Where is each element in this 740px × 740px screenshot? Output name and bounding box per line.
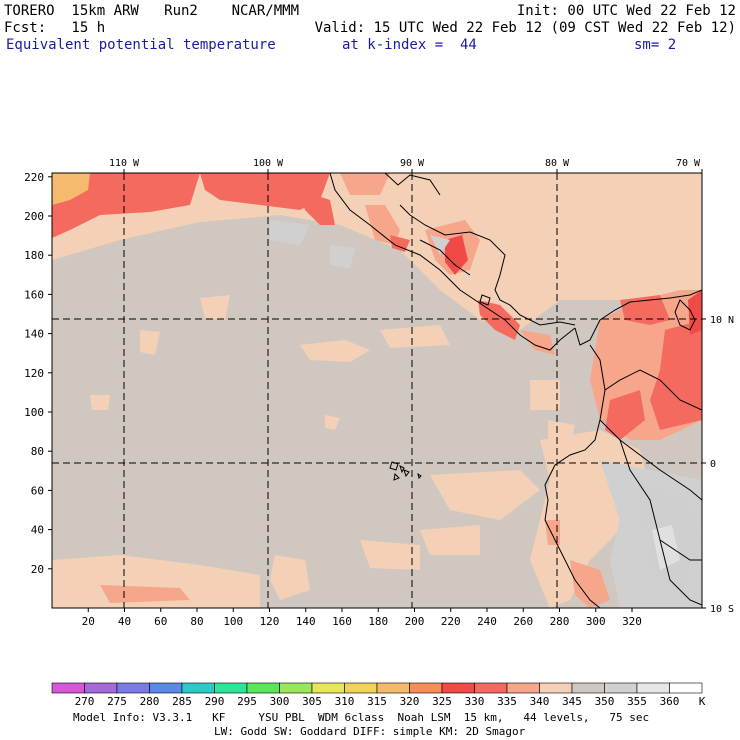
y-tick-label: 140 bbox=[24, 328, 44, 341]
level-info: at k-index = 44 bbox=[342, 37, 477, 53]
y-tick-label: 40 bbox=[31, 524, 44, 537]
x-tick-label: 120 bbox=[260, 615, 280, 628]
colorbar-swatch bbox=[636, 682, 670, 694]
colorbar-swatch bbox=[344, 682, 378, 694]
y-tick-label: 100 bbox=[24, 406, 44, 419]
x-tick-label: 100 bbox=[223, 615, 243, 628]
x-tick-label: 60 bbox=[154, 615, 167, 628]
y-tick-label: 220 bbox=[24, 171, 44, 184]
longitude-label: 100 W bbox=[253, 158, 284, 169]
x-tick-label: 200 bbox=[405, 615, 425, 628]
colorbar-label: 270 bbox=[75, 695, 95, 708]
forecast-hour: Fcst: 15 h bbox=[4, 20, 106, 36]
y-tick-label: 160 bbox=[24, 288, 44, 301]
colorbar: 270 275 280 285 290 295 300 305 310 315 320 325 330 3… bbox=[51, 682, 706, 708]
longitude-label: 80 W bbox=[545, 158, 570, 169]
colorbar-label: 350 bbox=[595, 695, 615, 708]
colorbar-swatch bbox=[149, 682, 183, 694]
x-tick-label: 280 bbox=[550, 615, 570, 628]
colorbar-label: 275 bbox=[107, 695, 127, 708]
colorbar-swatch bbox=[604, 682, 638, 694]
physics-info: LW: Godd SW: Goddard DIFF: simple KM: 2D… bbox=[214, 725, 526, 738]
colorbar-swatch bbox=[571, 682, 605, 694]
x-tick-label: 80 bbox=[190, 615, 203, 628]
latitude-label: 10 S bbox=[710, 604, 734, 615]
valid-time: Valid: 15 UTC Wed 22 Feb 12 (09 CST Wed … bbox=[314, 20, 736, 36]
colorbar-swatch bbox=[474, 682, 508, 694]
colorbar-label: 340 bbox=[530, 695, 550, 708]
colorbar-label: 345 bbox=[562, 695, 582, 708]
x-tick-label: 260 bbox=[513, 615, 533, 628]
colorbar-swatch bbox=[214, 682, 248, 694]
graticule bbox=[52, 173, 702, 608]
colorbar-label: 330 bbox=[465, 695, 485, 708]
colorbar-swatch bbox=[51, 682, 85, 694]
smoothing-info: sm= 2 bbox=[634, 37, 677, 53]
x-tick-label: 220 bbox=[441, 615, 461, 628]
colorbar-label: 335 bbox=[497, 695, 517, 708]
colorbar-label: 290 bbox=[205, 695, 225, 708]
galapagos-islands bbox=[389, 461, 422, 481]
y-tick-label: 20 bbox=[31, 563, 44, 576]
y-tick-label: 60 bbox=[31, 484, 44, 497]
colorbar-unit: K bbox=[699, 695, 706, 708]
x-tick-label: 320 bbox=[622, 615, 642, 628]
map-frame bbox=[51, 172, 703, 609]
model-info: Model Info: V3.3.1 KF YSU PBL WDM 6class… bbox=[73, 711, 650, 724]
y-tick-label: 80 bbox=[31, 445, 44, 458]
colorbar-swatch bbox=[376, 682, 410, 694]
latitude-labels: 10 N 0 10 S bbox=[702, 315, 734, 615]
x-tick-label: 20 bbox=[82, 615, 95, 628]
colorbar-swatch bbox=[441, 682, 475, 694]
colorbar-label: 295 bbox=[237, 695, 257, 708]
colorbar-label: 280 bbox=[140, 695, 160, 708]
x-tick-label: 160 bbox=[332, 615, 352, 628]
model-title: TORERO 15km ARW Run2 NCAR/MMM bbox=[4, 3, 300, 19]
colorbar-swatch bbox=[409, 682, 443, 694]
colorbar-swatch bbox=[669, 682, 703, 694]
y-tick-label: 120 bbox=[24, 367, 44, 380]
colorbar-swatch bbox=[116, 682, 150, 694]
latitude-label: 0 bbox=[710, 459, 716, 470]
longitude-labels: 110 W 100 W 90 W 80 W 70 W bbox=[109, 158, 703, 173]
colorbar-swatch bbox=[181, 682, 215, 694]
longitude-label: 70 W bbox=[676, 158, 701, 169]
longitude-label: 110 W bbox=[109, 158, 140, 169]
colorbar-swatch bbox=[311, 682, 345, 694]
colorbar-label: 320 bbox=[400, 695, 420, 708]
x-axis: 20 40 60 80 100 120 140 160 180 200 220 240 260 280 30… bbox=[82, 608, 642, 628]
init-time: Init: 00 UTC Wed 22 Feb 12 bbox=[516, 3, 736, 19]
x-tick-label: 300 bbox=[586, 615, 606, 628]
field-name: Equivalent potential temperature bbox=[6, 37, 276, 53]
colorbar-label: 360 bbox=[660, 695, 680, 708]
latitude-label: 10 N bbox=[710, 315, 734, 326]
colorbar-swatch bbox=[84, 682, 118, 694]
colorbar-label: 325 bbox=[432, 695, 452, 708]
colorbar-label: 305 bbox=[302, 695, 322, 708]
x-tick-label: 240 bbox=[477, 615, 497, 628]
colorbar-swatch bbox=[539, 682, 573, 694]
longitude-label: 90 W bbox=[400, 158, 425, 169]
colorbar-swatch bbox=[246, 682, 280, 694]
colorbar-swatch bbox=[279, 682, 313, 694]
colorbar-label: 285 bbox=[172, 695, 192, 708]
colorbar-label: 300 bbox=[270, 695, 290, 708]
y-tick-label: 200 bbox=[24, 210, 44, 223]
y-axis: 20 40 60 80 100 120 140 160 180 200 220 bbox=[24, 171, 52, 576]
y-tick-label: 180 bbox=[24, 249, 44, 262]
colorbar-label: 355 bbox=[627, 695, 647, 708]
colorbar-label: 310 bbox=[335, 695, 355, 708]
x-tick-label: 180 bbox=[368, 615, 388, 628]
colorbar-swatch bbox=[506, 682, 540, 694]
colorbar-label: 315 bbox=[367, 695, 387, 708]
x-tick-label: 140 bbox=[296, 615, 316, 628]
x-tick-label: 40 bbox=[118, 615, 131, 628]
theta-e-field bbox=[52, 173, 702, 608]
